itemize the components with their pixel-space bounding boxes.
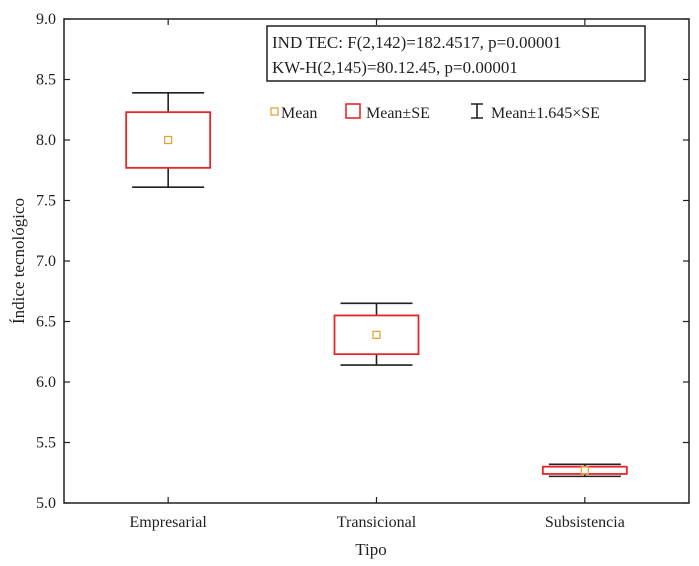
chart-groups [125, 92, 628, 478]
legend-ci-label: Mean±1.645×SE [491, 105, 600, 122]
group-transicional [333, 302, 420, 366]
stats-box: IND TEC: F(2,142)=182.4517, p=0.00001 KW… [266, 25, 646, 82]
x-axis: Empresarial Transicional Subsistencia [130, 19, 625, 531]
se-box [541, 465, 628, 475]
y-tick-label: 9.0 [36, 11, 56, 28]
stats-box-frame [266, 25, 646, 82]
legend-se-marker [345, 103, 361, 119]
se-box [333, 314, 420, 356]
y-tick-label: 7.5 [36, 193, 56, 210]
y-tick-label: 7.0 [36, 253, 56, 270]
y-tick-label: 6.5 [36, 314, 56, 331]
y-tick-label: 8.5 [36, 72, 56, 89]
legend: Mean Mean±SE Mean±1.645×SE [270, 103, 600, 122]
y-tick-label: 8.0 [36, 132, 56, 149]
y-axis-title: Índice tecnológico [9, 198, 28, 324]
mean-marker [580, 466, 589, 475]
se-box [125, 111, 212, 169]
group-empresarial [125, 92, 212, 188]
y-tick-label: 5.0 [36, 495, 56, 512]
legend-mean-marker [270, 107, 279, 116]
legend-se-label: Mean±SE [366, 105, 430, 122]
stats-line-kw: KW-H(2,145)=80.12.45, p=0.00001 [272, 58, 518, 77]
x-tick-label: Empresarial [130, 514, 208, 531]
stats-line-anova: IND TEC: F(2,142)=182.4517, p=0.00001 [272, 33, 561, 52]
x-tick-label: Subsistencia [545, 514, 625, 531]
plot-area [63, 18, 690, 504]
mean-marker [372, 330, 381, 339]
y-tick-label: 5.5 [36, 435, 56, 452]
mean-marker [164, 135, 173, 145]
legend-mean-label: Mean [281, 105, 317, 122]
group-subsistencia [541, 463, 628, 478]
x-axis-title: Tipo [355, 540, 387, 559]
y-axis: 5.0 5.5 6.0 6.5 7.0 7.5 8.0 8.5 9.0 [36, 11, 689, 512]
legend-ci-marker [471, 103, 483, 119]
x-tick-label: Transicional [337, 514, 417, 531]
y-tick-label: 6.0 [36, 374, 56, 391]
